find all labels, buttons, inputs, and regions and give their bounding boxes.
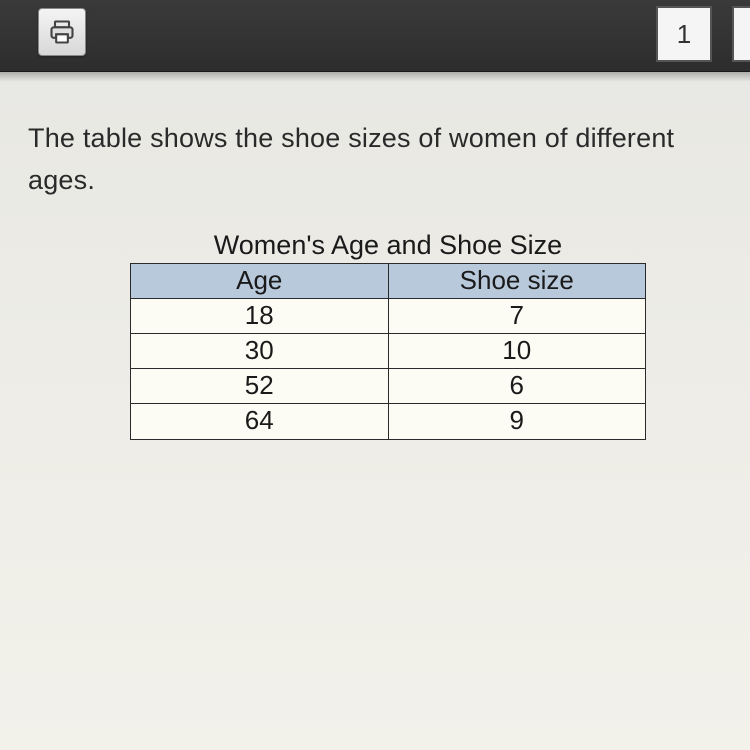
cell-age: 52: [131, 369, 389, 404]
column-header-age: Age: [131, 263, 389, 298]
table-row: 18 7: [131, 298, 646, 333]
column-header-shoe-size: Shoe size: [388, 263, 646, 298]
question-text: The table shows the shoe sizes of women …: [28, 118, 722, 202]
table-header-row: Age Shoe size: [131, 263, 646, 298]
print-button[interactable]: [38, 8, 86, 56]
table-container: Women's Age and Shoe Size Age Shoe size …: [130, 230, 646, 440]
cell-shoe: 7: [388, 298, 646, 333]
cell-age: 64: [131, 404, 389, 439]
next-page-button[interactable]: [732, 6, 750, 62]
data-table: Age Shoe size 18 7 30 10 52 6 64: [130, 263, 646, 440]
cell-age: 18: [131, 298, 389, 333]
cell-age: 30: [131, 334, 389, 369]
table-title: Women's Age and Shoe Size: [130, 230, 646, 261]
cell-shoe: 6: [388, 369, 646, 404]
table-row: 52 6: [131, 369, 646, 404]
toolbar: 1: [0, 0, 750, 72]
table-row: 30 10: [131, 334, 646, 369]
cell-shoe: 10: [388, 334, 646, 369]
print-icon: [48, 18, 76, 46]
content-area: The table shows the shoe sizes of women …: [0, 72, 750, 750]
cell-shoe: 9: [388, 404, 646, 439]
page-number: 1: [677, 19, 691, 50]
table-row: 64 9: [131, 404, 646, 439]
page-number-button[interactable]: 1: [656, 6, 712, 62]
